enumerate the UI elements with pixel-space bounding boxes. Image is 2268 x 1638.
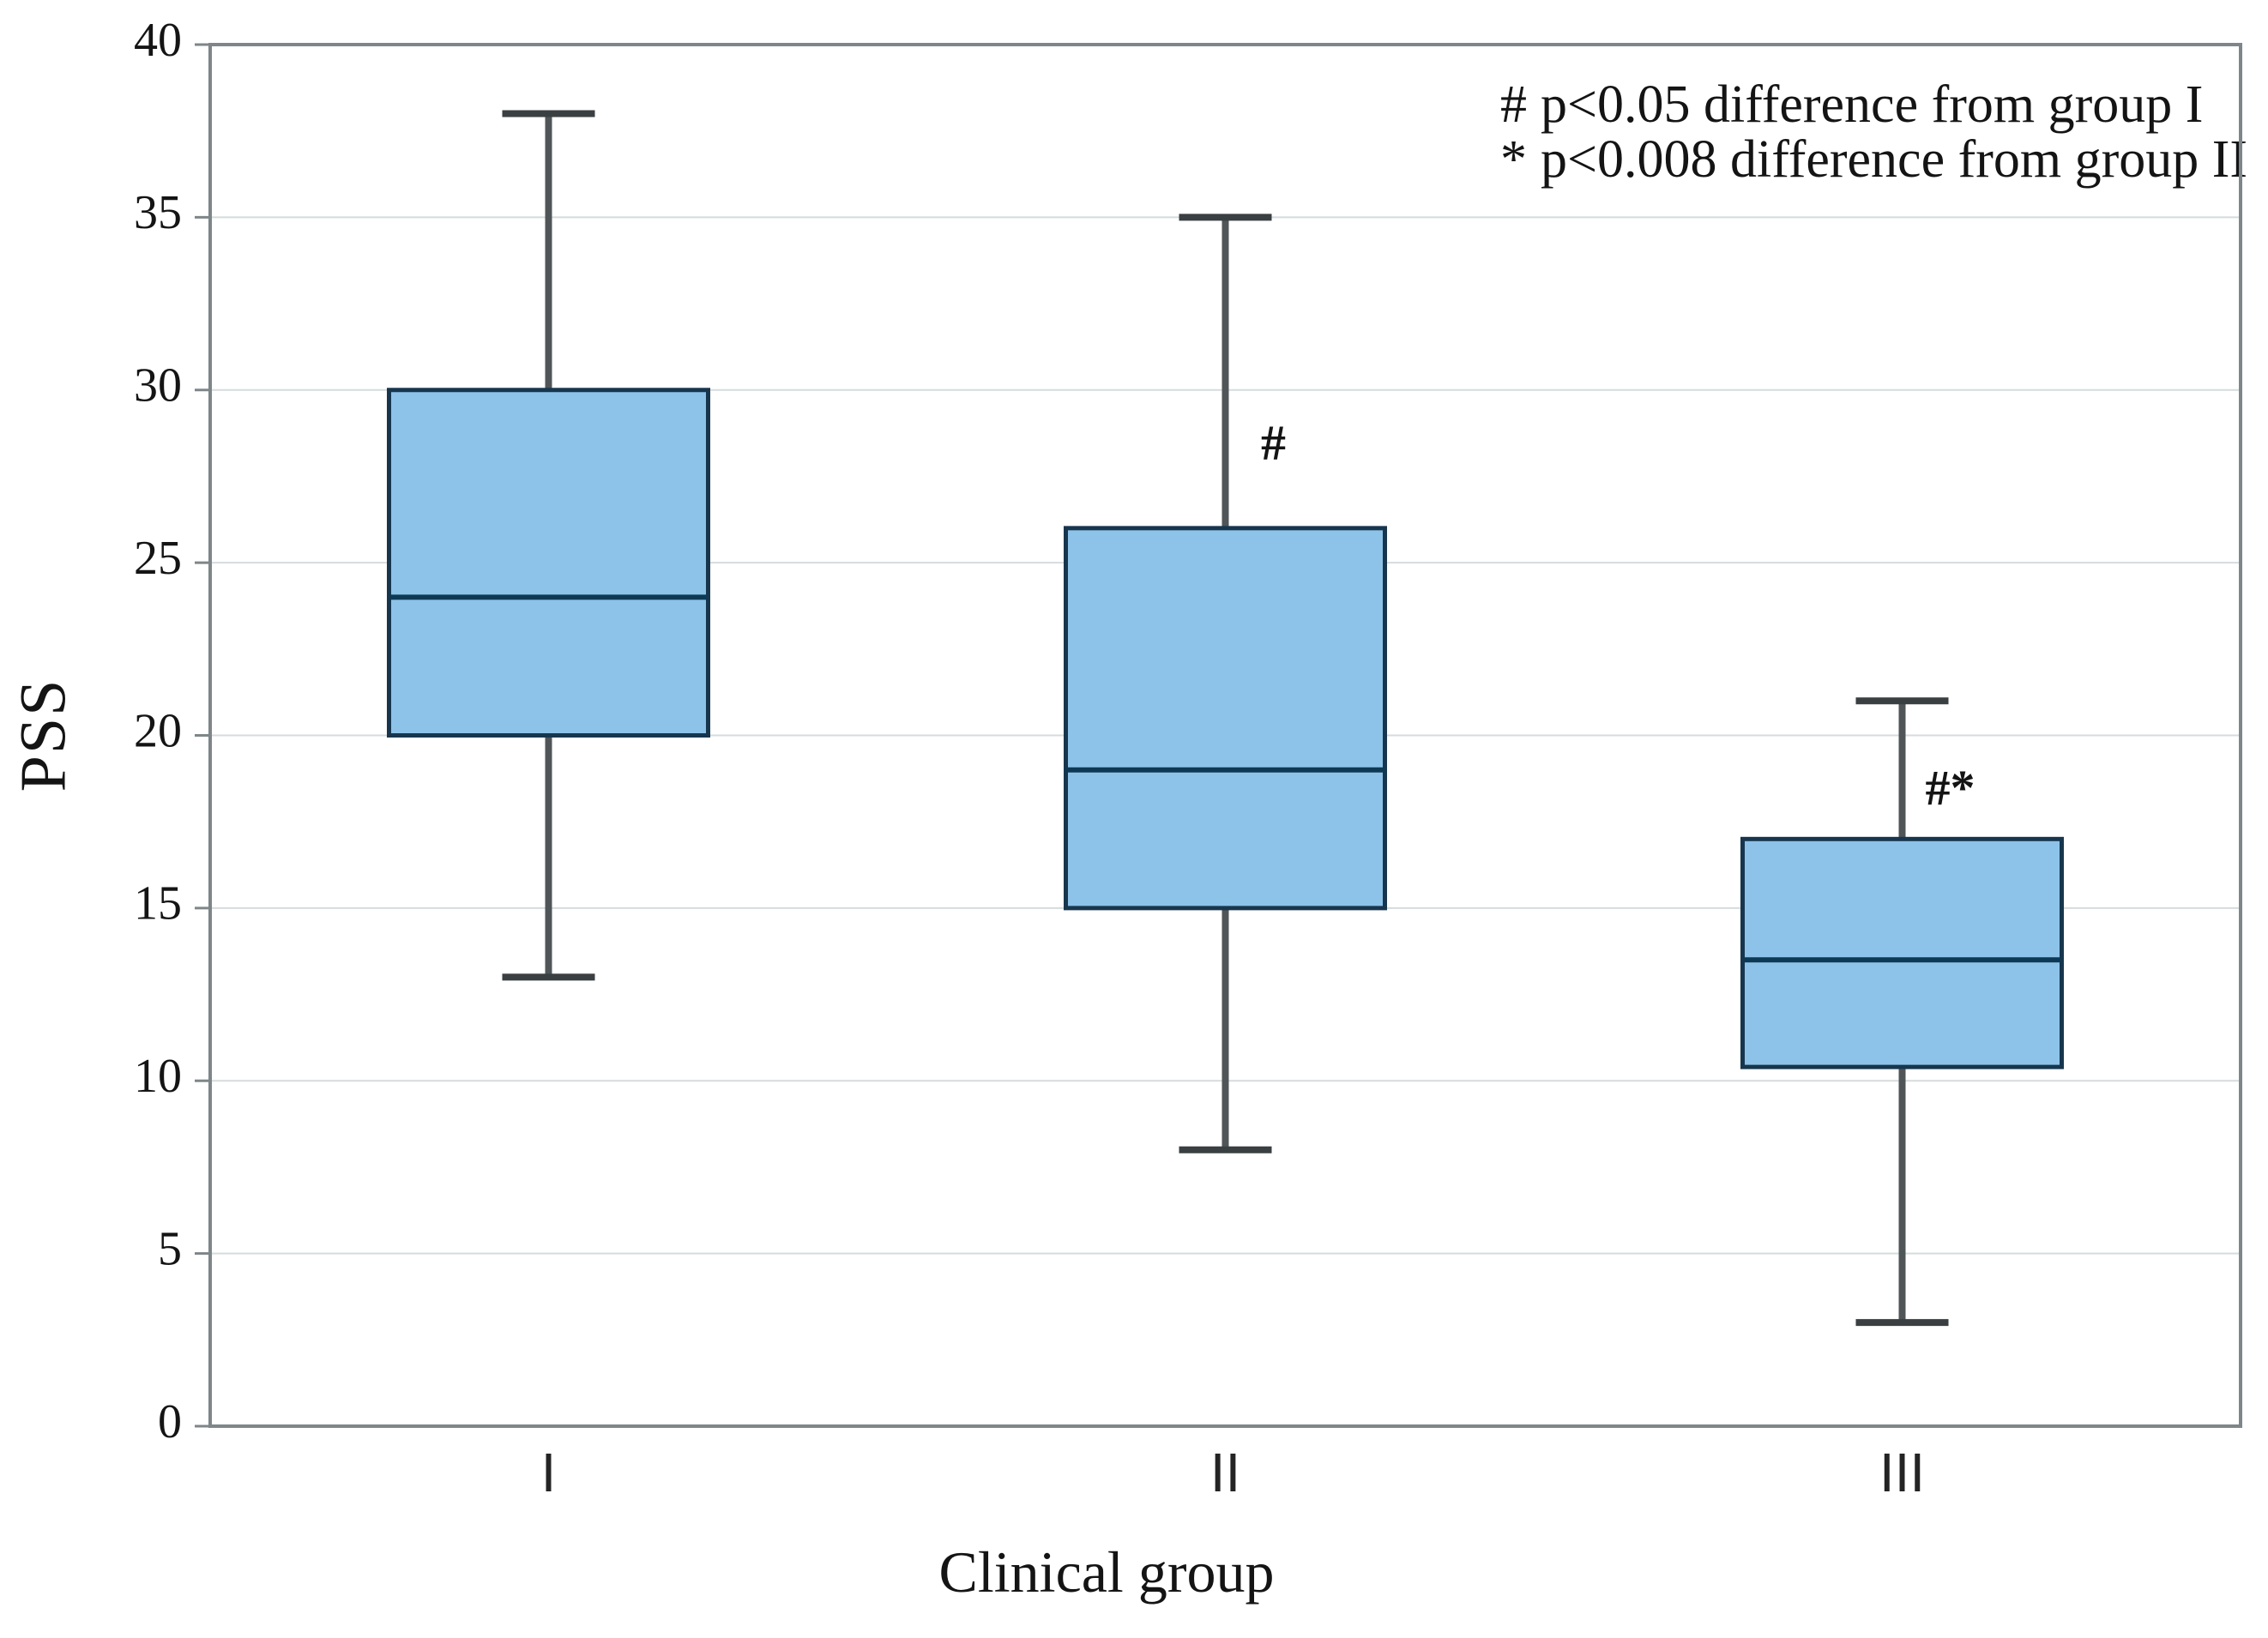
y-tick-label-40: 40: [134, 14, 182, 67]
y-axis-title: PSS: [7, 678, 79, 792]
category-label-I: I: [541, 1442, 557, 1503]
y-tick-label-35: 35: [134, 186, 182, 239]
boxplot-group-I: [387, 110, 710, 981]
legend-symbol-1: #: [1500, 75, 1527, 134]
legend-text-1: p<0.05 difference from group I: [1541, 75, 2203, 134]
plot-border: [208, 43, 2242, 1428]
boxplot-group-III: [1740, 697, 2064, 1327]
legend-text-2: p<0.008 difference from group II: [1541, 130, 2247, 189]
category-label-III: III: [1879, 1442, 1925, 1503]
y-tick-label-0: 0: [158, 1395, 182, 1448]
iqr-box-III: [1740, 836, 2064, 1069]
significance-annotation-II: #: [1261, 414, 1286, 470]
y-tick-label-10: 10: [134, 1050, 182, 1103]
legend-symbol-2: *: [1500, 130, 1527, 189]
iqr-box-II: [1064, 526, 1387, 911]
significance-annotation-III: #*: [1926, 760, 1975, 816]
x-axis-title: Clinical group: [939, 1539, 1275, 1605]
y-tick-label-30: 30: [134, 359, 182, 413]
y-tick-label-5: 5: [158, 1222, 182, 1275]
iqr-box-I: [387, 388, 710, 738]
y-tick-label-15: 15: [134, 877, 182, 930]
y-tick-label-25: 25: [134, 532, 182, 585]
boxplot-group-II: [1064, 214, 1387, 1153]
category-label-II: II: [1210, 1442, 1241, 1503]
y-tick-label-20: 20: [134, 704, 182, 757]
